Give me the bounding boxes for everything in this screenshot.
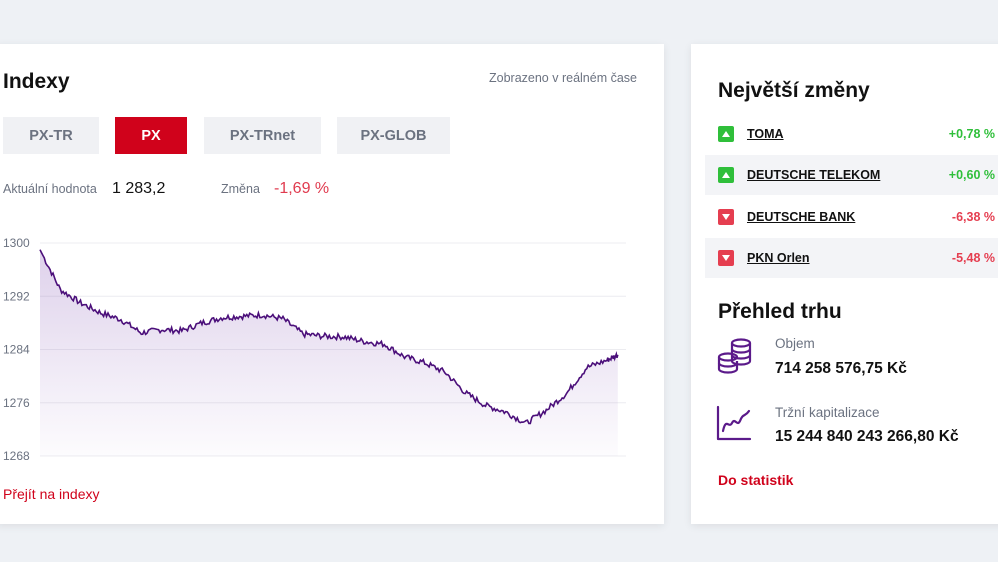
- y-tick-label: 1276: [3, 396, 30, 410]
- arrow-down-icon: [718, 250, 734, 266]
- mover-name[interactable]: DEUTSCHE BANK: [747, 210, 856, 224]
- mover-name[interactable]: PKN Orlen: [747, 251, 810, 265]
- go-to-statistics-link[interactable]: Do statistik: [718, 472, 794, 488]
- current-value: 1 283,2: [112, 180, 166, 197]
- tab-px-glob[interactable]: PX-GLOB: [337, 117, 450, 154]
- mover-change: +0,78 %: [948, 127, 995, 141]
- change-value: -1,69 %: [274, 180, 330, 197]
- y-tick-label: 1300: [3, 236, 30, 250]
- mover-row[interactable]: TOMA +0,78 %: [705, 114, 998, 154]
- tab-px-trnet[interactable]: PX-TRnet: [204, 117, 321, 154]
- market-cap-label: Tržní kapitalizace: [775, 405, 880, 420]
- coins-icon: [717, 338, 752, 374]
- chart-icon: [716, 405, 752, 441]
- y-tick-label: 1268: [3, 449, 30, 463]
- mover-change: +0,60 %: [948, 168, 995, 182]
- mover-name[interactable]: TOMA: [747, 127, 784, 141]
- mover-row[interactable]: DEUTSCHE BANK -6,38 %: [705, 197, 998, 237]
- market-overview-title: Přehled trhu: [718, 300, 842, 323]
- market-cap-value: 15 244 840 243 266,80 Kč: [775, 428, 959, 445]
- market-card: Největší změny TOMA +0,78 % DEUTSCHE TEL…: [691, 44, 998, 524]
- y-tick-label: 1284: [3, 343, 30, 357]
- arrow-up-icon: [718, 167, 734, 183]
- mover-change: -6,38 %: [951, 210, 995, 224]
- mover-name[interactable]: DEUTSCHE TELEKOM: [747, 168, 881, 182]
- y-tick-label: 1292: [3, 289, 30, 303]
- biggest-changes-title: Největší změny: [718, 79, 870, 102]
- indexes-title: Indexy: [3, 70, 70, 93]
- current-value-label: Aktuální hodnota: [3, 182, 97, 196]
- mover-row[interactable]: PKN Orlen -5,48 %: [705, 238, 998, 278]
- volume-value: 714 258 576,75 Kč: [775, 360, 907, 377]
- arrow-up-icon: [718, 126, 734, 142]
- price-area: [40, 249, 618, 456]
- price-line: [39, 249, 619, 425]
- arrow-down-icon: [718, 209, 734, 225]
- change-label: Změna: [221, 182, 260, 196]
- mover-row[interactable]: DEUTSCHE TELEKOM +0,60 %: [705, 155, 998, 195]
- tab-px[interactable]: PX: [115, 117, 187, 154]
- realtime-note: Zobrazeno v reálném čase: [489, 71, 637, 85]
- go-to-indexes-link[interactable]: Přejít na indexy: [3, 486, 100, 502]
- volume-label: Objem: [775, 336, 815, 351]
- indexes-card: Indexy Zobrazeno v reálném čase PX-TR PX…: [0, 44, 664, 524]
- tab-px-tr[interactable]: PX-TR: [3, 117, 99, 154]
- mover-change: -5,48 %: [951, 251, 995, 265]
